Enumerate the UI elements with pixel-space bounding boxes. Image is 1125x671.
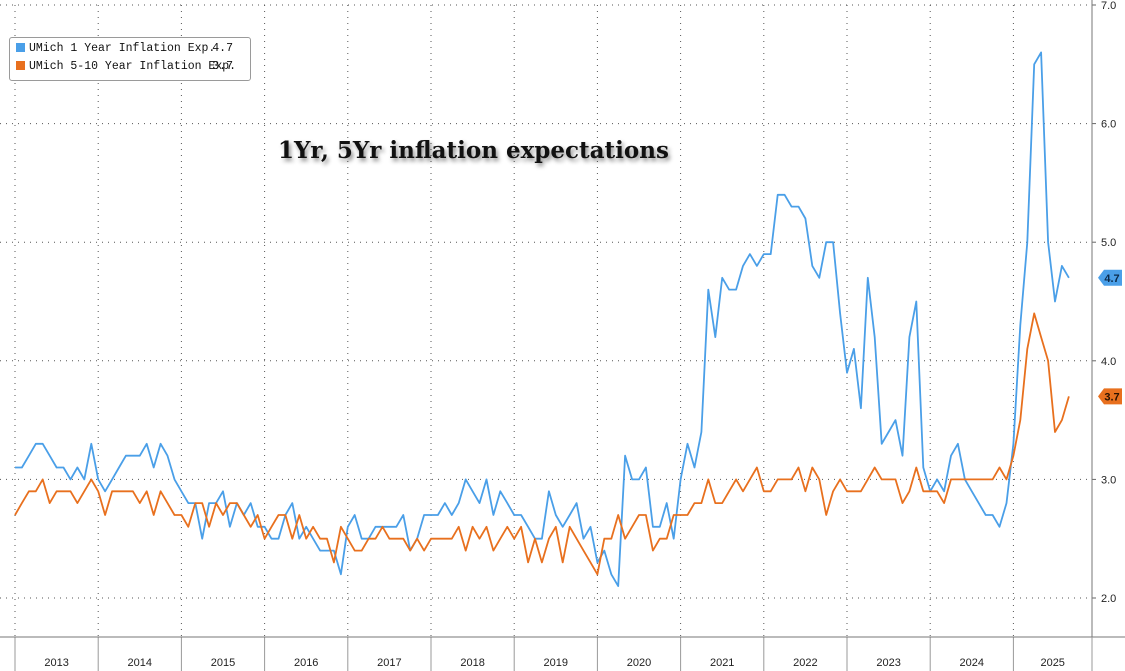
- end-label-1yr: 4.7: [1098, 269, 1122, 286]
- x-tick-label: 2022: [793, 657, 817, 669]
- chart-title: 1Yr, 5Yr inflation expectations: [278, 137, 669, 164]
- x-tick-label: 2017: [377, 657, 401, 669]
- x-tick-label: 2018: [460, 657, 484, 669]
- y-tick-label: 6.0: [1101, 119, 1116, 131]
- end-label-value: 3.7: [1104, 391, 1119, 403]
- y-tick-label: 3.0: [1101, 474, 1116, 486]
- x-tick-label: 2025: [1040, 657, 1064, 669]
- gridlines: [0, 4, 1092, 637]
- legend: UMich 1 Year Inflation Exp. 4.7 UMich 5-…: [9, 37, 251, 81]
- y-tick-label: 7.0: [1101, 0, 1116, 12]
- legend-swatch-1yr: [16, 43, 25, 52]
- end-label-badge: [1098, 269, 1122, 286]
- x-tick-label: 2020: [627, 657, 651, 669]
- x-tick-label: 2016: [294, 657, 318, 669]
- x-tick-label: 2015: [211, 657, 235, 669]
- legend-label-1yr: UMich 1 Year Inflation Exp.: [29, 42, 216, 55]
- x-tick-label: 2019: [544, 657, 568, 669]
- series-line-1yr: [15, 51, 1070, 587]
- legend-item-5yr: UMich 5-10 Year Inflation Exp. 3.7: [16, 59, 243, 75]
- series-lines: [14, 51, 1070, 587]
- tick-labels: 2.0 3.0 4.0 5.0 6.0 7.0 2013 2014 2015 2016 2017 20…: [44, 0, 1116, 669]
- legend-item-1yr: UMich 1 Year Inflation Exp. 4.7: [16, 41, 243, 57]
- legend-label-5yr: UMich 5-10 Year Inflation Exp.: [29, 60, 237, 73]
- x-tick-label: 2021: [710, 657, 734, 669]
- x-tick-label: 2014: [128, 657, 152, 669]
- y-tick-label: 2.0: [1101, 593, 1116, 605]
- end-label-badge: [1098, 388, 1122, 405]
- x-tick-label: 2024: [960, 657, 984, 669]
- y-tick-label: 5.0: [1101, 237, 1116, 249]
- y-tick-label: 4.0: [1101, 356, 1116, 368]
- end-value-labels: 4.7 3.7: [1098, 269, 1122, 405]
- legend-swatch-5yr: [16, 61, 25, 70]
- end-label-value: 4.7: [1104, 273, 1119, 285]
- end-label-5yr: 3.7: [1098, 388, 1122, 405]
- x-tick-label: 2023: [876, 657, 900, 669]
- series-line-5yr: [14, 312, 1070, 576]
- legend-value-5yr: 3.7: [212, 60, 233, 73]
- x-tick-label: 2013: [44, 657, 68, 669]
- legend-value-1yr: 4.7: [212, 42, 233, 55]
